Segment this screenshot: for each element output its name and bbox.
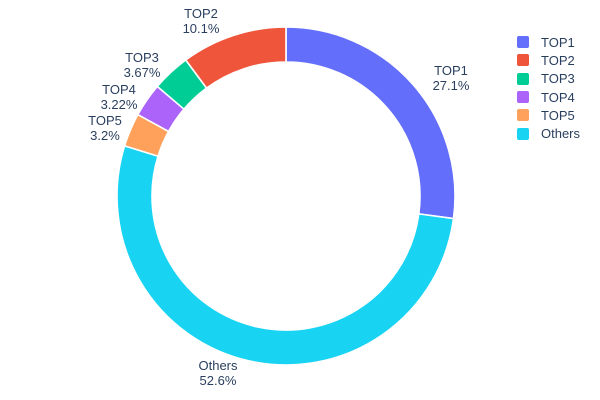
legend-label: TOP5	[541, 107, 575, 123]
legend-label: TOP1	[541, 34, 575, 50]
legend-swatch-icon	[517, 72, 529, 85]
legend-item-others[interactable]: Others	[517, 124, 580, 142]
legend-label: TOP3	[541, 71, 575, 87]
legend-swatch-icon	[517, 91, 529, 104]
legend-label: TOP2	[541, 52, 575, 68]
pie-slice-top1[interactable]	[285, 26, 456, 220]
legend-label: Others	[541, 126, 581, 142]
legend-item-top3[interactable]: TOP3	[517, 70, 580, 88]
legend-swatch-icon	[517, 36, 529, 49]
pie-slice-top5[interactable]	[123, 113, 170, 158]
legend: TOP1 TOP2 TOP3 TOP4 TOP5 Others	[517, 33, 580, 143]
legend-swatch-icon	[517, 54, 529, 67]
legend-label: TOP4	[541, 89, 575, 105]
legend-item-top1[interactable]: TOP1	[517, 33, 580, 51]
legend-item-top5[interactable]: TOP5	[517, 106, 580, 124]
legend-swatch-icon	[517, 109, 529, 122]
legend-item-top4[interactable]: TOP4	[517, 88, 580, 106]
pie-slice-top2[interactable]	[184, 26, 287, 89]
legend-item-top2[interactable]: TOP2	[517, 51, 580, 69]
pie-slice-others[interactable]	[116, 145, 455, 366]
legend-swatch-icon	[517, 127, 529, 140]
